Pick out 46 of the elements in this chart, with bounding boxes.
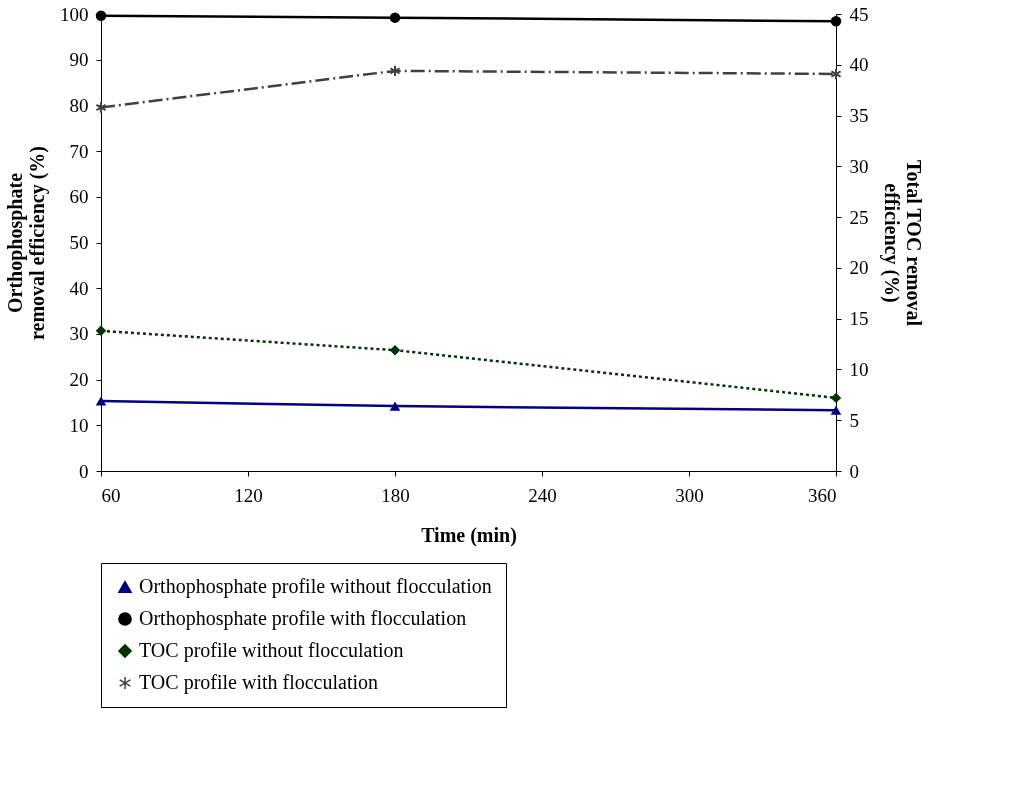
legend-label: TOC profile without flocculation [139,639,404,662]
y2-tick-label: 20 [849,257,869,279]
x-tick-label: 360 [808,484,837,506]
y2-tick-label: 10 [849,358,869,380]
y2-tick-label: 0 [849,460,859,482]
y2-tick-label: 40 [849,54,869,76]
y-tick-label: 50 [69,232,89,253]
y2-tick-label: 15 [849,308,869,330]
y2-tick-label: 30 [849,155,869,177]
x-axis-title: Time (min) [421,523,517,547]
y-tick-label: 0 [79,460,89,482]
x-tick-label: 180 [381,484,410,506]
point [389,401,401,411]
y-tick-label: 70 [69,140,89,162]
y2-tick-label: 25 [849,206,869,228]
point [830,16,842,27]
point [95,396,107,406]
y2-axis-title: Total TOC removal efficiency (%) [879,160,925,327]
y-tick-label: 40 [69,277,89,299]
point [95,325,107,337]
legend-label: TOC profile with flocculation [139,671,379,694]
x-tick-label: 60 [101,484,121,506]
y-tick-label: 90 [69,49,89,71]
point [95,101,107,114]
legend-label: Orthophosphate profile without flocculation [139,575,492,598]
x-tick-label: 240 [528,484,557,506]
y2-tick-label: 45 [849,3,869,25]
y-axis-title: Orthophosphate removal efficiency (%) [4,146,49,340]
point [830,405,842,415]
y-tick-label: 10 [69,414,89,436]
legend-label: Orthophosphate profile with flocculation [139,607,467,630]
point [389,64,401,78]
y-tick-label: 80 [69,94,89,116]
y2-tick-label: 35 [849,105,869,127]
point [830,67,842,81]
y2-tick-label: 5 [849,409,859,431]
x-tick-label: 300 [675,484,704,506]
x-tick-label: 120 [234,484,263,506]
point [95,10,107,22]
point [830,392,842,404]
y-tick-label: 100 [60,3,89,25]
y-tick-label: 30 [69,323,89,345]
point [389,344,401,356]
point [389,12,401,23]
y-tick-label: 20 [69,369,89,391]
y-tick-label: 60 [69,186,89,208]
